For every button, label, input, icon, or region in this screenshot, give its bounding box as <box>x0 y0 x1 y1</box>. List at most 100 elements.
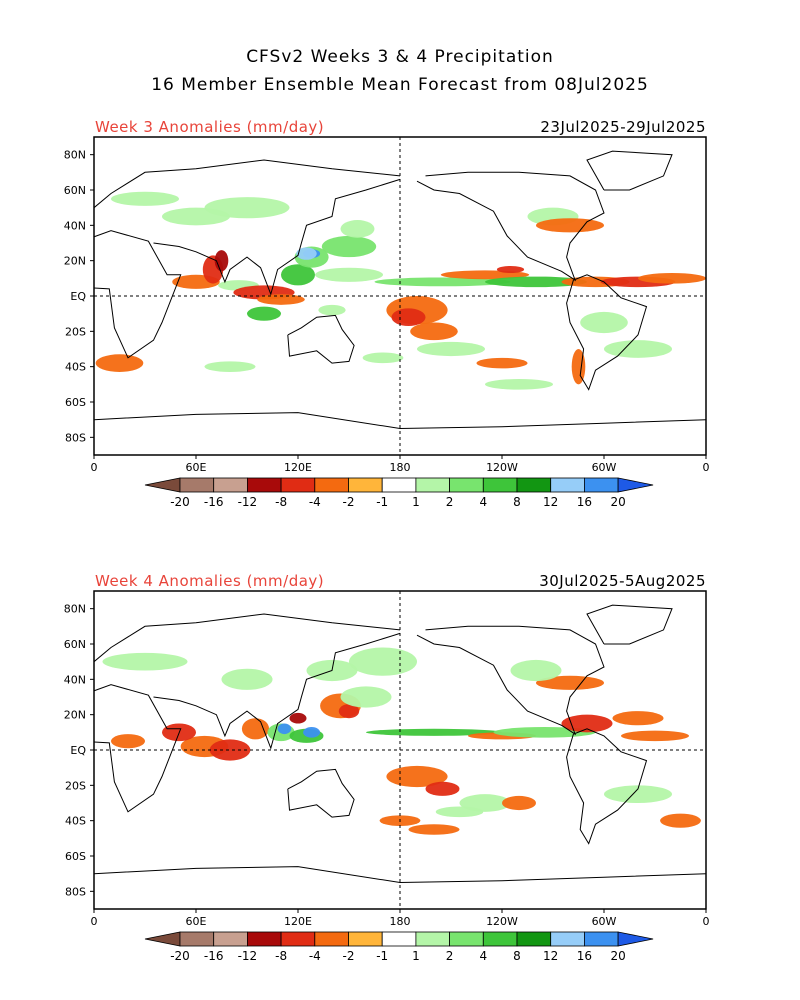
legend-tick-label: -1 <box>376 949 388 963</box>
legend-arrow-right <box>617 477 654 493</box>
anomaly-blob <box>247 306 281 321</box>
lon-label: 120E <box>284 915 312 928</box>
legend-tick-label: 1 <box>412 495 420 509</box>
anomaly-blob <box>340 686 392 708</box>
anomaly-blob <box>277 723 292 735</box>
legend-tick-label: 4 <box>479 495 487 509</box>
anomaly-blob <box>281 264 315 286</box>
legend-swatch <box>415 931 450 947</box>
legend-swatch <box>449 477 484 493</box>
legend-tick-label: -12 <box>238 949 258 963</box>
anomaly-blob <box>340 220 375 238</box>
anomaly-blob <box>204 361 256 372</box>
anomaly-blob <box>571 349 586 385</box>
lon-label: 0 <box>91 461 98 474</box>
anomaly-blob <box>349 647 417 676</box>
coastline <box>416 625 605 736</box>
legend-tick-label: 12 <box>543 495 558 509</box>
legend-swatch <box>348 931 383 947</box>
coastline <box>153 632 401 750</box>
lat-label: 60S <box>65 396 86 409</box>
anomaly-blob <box>391 308 426 327</box>
legend-swatch <box>381 931 417 947</box>
legend-swatch <box>516 477 552 493</box>
title-line-1: CFSv2 Weeks 3 & 4 Precipitation <box>246 47 554 67</box>
coastline <box>287 768 355 818</box>
anomaly-blob <box>321 235 377 258</box>
anomaly-blob <box>204 197 290 219</box>
coastline <box>153 178 401 296</box>
panel-1-dates: 23Jul2025-29Jul2025 <box>540 118 706 136</box>
panel-2-dates: 30Jul2025-5Aug2025 <box>539 572 706 590</box>
anomaly-blob <box>502 795 536 811</box>
anomaly-blob <box>95 354 144 372</box>
coastline <box>566 274 648 391</box>
legend-tick-label: 16 <box>577 495 592 509</box>
anomaly-blob <box>111 734 145 749</box>
panel-1-label: Week 3 Anomalies (mm/day) <box>95 118 325 136</box>
anomaly-blob <box>485 276 587 288</box>
anomaly-blob <box>289 712 307 724</box>
legend-tick-label: -2 <box>343 495 355 509</box>
coastline <box>94 412 706 430</box>
lon-label: 180 <box>390 461 411 474</box>
lat-label: 20S <box>65 325 86 338</box>
legend-tick-label: 2 <box>446 949 454 963</box>
color-legend-1: -20 -16 -12 -8 -4 -2 -1 1 2 4 8 12 16 20 <box>144 477 654 509</box>
anomaly-blob <box>604 785 672 804</box>
coastline <box>586 150 673 191</box>
lon-label: 60E <box>186 915 207 928</box>
legend-swatch <box>179 477 215 493</box>
anomaly-blob <box>374 277 511 287</box>
legend-swatch <box>381 477 417 493</box>
legend-swatch <box>246 931 282 947</box>
legend-arrow-left <box>144 477 181 493</box>
anomaly-blob <box>604 340 672 358</box>
legend-tick-label: -8 <box>275 949 287 963</box>
legend-tick-label: -2 <box>343 949 355 963</box>
legend-tick-label: -16 <box>204 495 224 509</box>
anomaly-blob <box>561 714 613 733</box>
legend-swatch <box>314 931 349 947</box>
lat-label: 40N <box>64 219 86 232</box>
legend-tick-label: -12 <box>238 495 258 509</box>
lon-label: 120W <box>486 461 518 474</box>
anomaly-blob <box>476 357 528 369</box>
legend-tick-label: 4 <box>479 949 487 963</box>
lat-label: 80S <box>65 431 86 444</box>
anomaly-blob <box>638 273 706 284</box>
coastline <box>416 171 605 282</box>
anomaly-blob <box>315 267 383 282</box>
map-panel-2: 80N 60N 40N 20N EQ 20S 40S 60S 80S 0 60E 120E 180 120… <box>64 590 710 928</box>
anomaly-blob <box>510 659 562 682</box>
legend-swatch <box>550 477 585 493</box>
legend-tick-label: 20 <box>610 495 625 509</box>
coastline <box>94 613 401 663</box>
anomaly-blob <box>386 765 448 788</box>
anomaly-blob <box>111 191 179 206</box>
legend-tick-label: 20 <box>610 949 625 963</box>
anomaly-blob <box>660 813 701 828</box>
lon-label: 0 <box>703 915 710 928</box>
lat-label: 60N <box>64 184 86 197</box>
map-panel-1: 80N 60N 40N 20N EQ 20S 40S 60S 80S 0 60E 120E 180 120… <box>64 136 710 474</box>
lat-label: 80N <box>64 149 86 162</box>
legend-swatch <box>415 477 450 493</box>
anomaly-blob <box>338 704 360 719</box>
anomaly-field <box>94 150 706 430</box>
coastline <box>94 159 401 209</box>
lat-label: 20N <box>64 709 86 722</box>
lon-label: 60W <box>592 461 617 474</box>
legend-swatch <box>280 931 316 947</box>
anomaly-blob <box>296 247 317 260</box>
legend-swatch <box>482 931 518 947</box>
lat-label: 60N <box>64 638 86 651</box>
anomaly-blob <box>221 668 273 690</box>
legend-tick-label: -4 <box>309 949 321 963</box>
legend-swatch <box>314 477 349 493</box>
legend-tick-label: -8 <box>275 495 287 509</box>
legend-arrow-left <box>144 931 181 947</box>
legend-swatch <box>482 477 518 493</box>
anomaly-blob <box>303 727 321 738</box>
